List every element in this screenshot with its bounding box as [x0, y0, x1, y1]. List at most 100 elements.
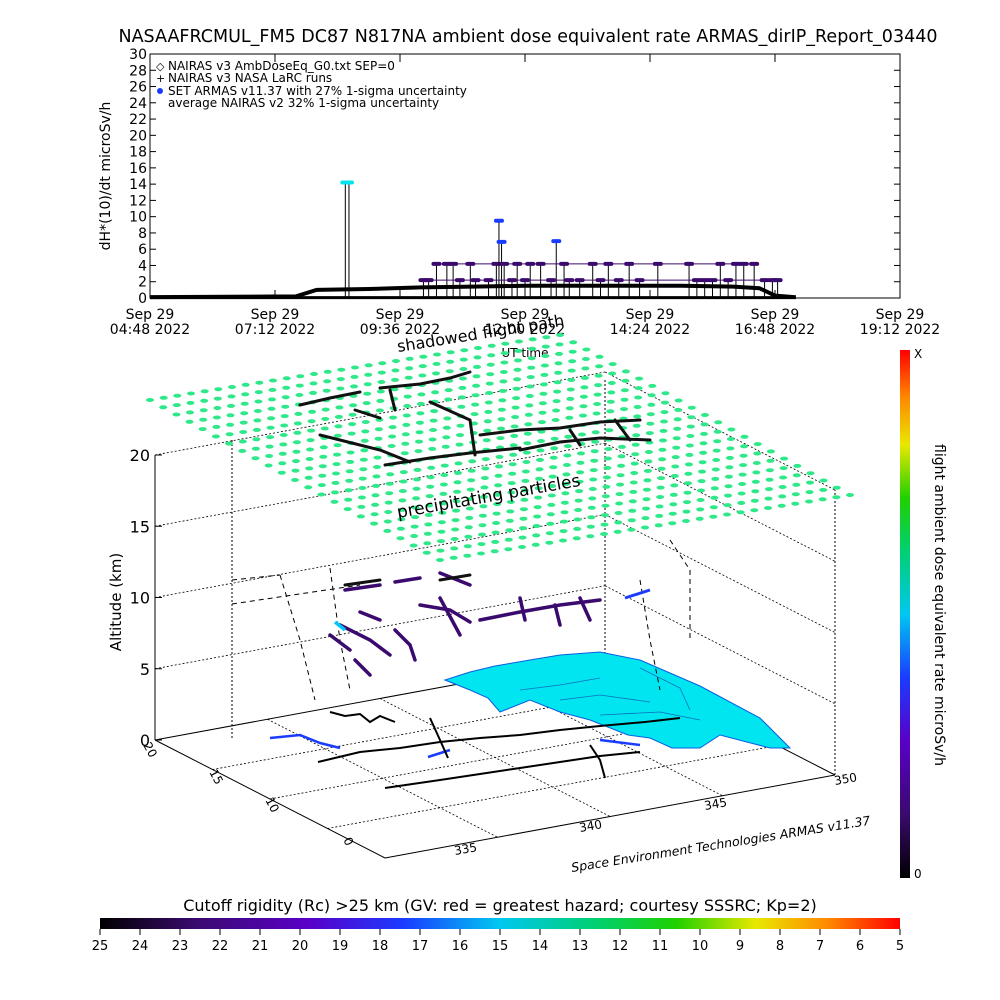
particle-dot: [429, 418, 438, 423]
particle-dot: [425, 494, 434, 499]
particle-dot: [526, 384, 535, 389]
particle-dot: [227, 394, 236, 399]
particle-dot: [601, 494, 610, 499]
particle-dot: [658, 447, 667, 452]
particle-dot: [539, 391, 548, 396]
particle-dot: [281, 395, 290, 400]
particle-dot: [709, 514, 718, 519]
particle-dot: [291, 468, 300, 473]
wall-grid-line-right: [604, 442, 836, 562]
particle-dot: [398, 489, 407, 493]
cutoff-tick-label: 7: [816, 939, 824, 954]
particle-dot: [539, 382, 548, 387]
particle-dot: [635, 376, 644, 381]
particle-dot: [655, 513, 664, 518]
particle-dot: [766, 449, 775, 454]
particle-dot: [471, 402, 480, 407]
particle-dot: [793, 463, 802, 468]
particle-dot: [508, 471, 517, 476]
particle-dot: [541, 354, 550, 358]
particle-dot: [305, 457, 314, 461]
particle-dot: [616, 473, 625, 478]
particle-dot: [357, 504, 366, 509]
top-y-tick-label: 14: [129, 177, 147, 193]
particle-dot: [740, 444, 749, 449]
particle-dot: [506, 509, 515, 514]
particle-dot: [199, 408, 208, 413]
particle-dot: [563, 453, 572, 458]
particle-dot: [791, 501, 800, 506]
particle-dot: [277, 470, 286, 475]
particle-dot: [620, 397, 629, 402]
particle-dot: [385, 481, 394, 486]
particle-dot: [515, 339, 523, 344]
particle-dot: [423, 531, 432, 536]
particle-dot: [628, 508, 637, 513]
particle-dot: [700, 422, 709, 427]
particle-dot: [307, 428, 316, 433]
particle-dot: [648, 383, 657, 388]
particle-dot: [566, 387, 575, 392]
particle-dot: [643, 478, 652, 483]
particle-dot: [616, 482, 625, 487]
particle-dot: [371, 502, 380, 507]
particle-dot: [292, 440, 301, 445]
particle-dot: [686, 434, 695, 438]
altitude-tick-label: 5: [140, 660, 150, 679]
particle-dot: [159, 405, 168, 410]
particle-dot: [374, 427, 383, 432]
particle-dot: [752, 461, 761, 465]
wall-grid-line: [154, 442, 606, 527]
cutoff-tick-label: 21: [252, 939, 269, 954]
particle-dot: [483, 428, 492, 433]
top-y-axis-label: dH*(10)/dt microSv/h: [98, 102, 114, 251]
particle-dot: [615, 501, 624, 506]
particle-dot: [674, 398, 683, 403]
particle-dot: [594, 373, 603, 378]
top-y-tick-label: 22: [129, 112, 147, 128]
particle-dot: [436, 558, 444, 562]
particle-dot: [738, 472, 747, 477]
particle-dot: [750, 498, 759, 503]
particle-dot: [186, 400, 195, 405]
particle-dot: [255, 380, 264, 385]
top-y-tick-label: 4: [138, 258, 147, 274]
particle-dot: [531, 542, 540, 547]
particle-dot: [724, 484, 733, 489]
particle-dot: [356, 514, 365, 519]
particle-dot: [212, 415, 221, 420]
particle-dot: [375, 417, 384, 422]
top-x-tick-label-date: Sep 29: [376, 307, 425, 323]
floor-grid-line: [327, 745, 778, 829]
particle-dot: [723, 512, 731, 517]
particle-dot: [304, 485, 313, 490]
top-x-tick-label-date: Sep 29: [126, 307, 175, 323]
particle-dot: [519, 516, 528, 521]
particle-dot: [425, 503, 434, 508]
particle-dot: [295, 383, 304, 388]
particle-dot: [751, 479, 760, 484]
particle-dot: [698, 469, 707, 474]
particle-dot: [725, 455, 734, 460]
particle-dot: [455, 442, 464, 447]
particle-dot: [364, 363, 373, 368]
particle-dot: [806, 480, 814, 485]
particle-dot: [332, 462, 341, 467]
particle-dot: [336, 377, 345, 382]
particle-dot: [294, 411, 303, 416]
particle-dot: [560, 510, 569, 515]
particle-dot: [457, 395, 466, 400]
particle-dot: [362, 401, 371, 406]
particle-dot: [575, 479, 584, 484]
longitude-tick-label: 335: [453, 840, 478, 858]
particle-dot: [478, 523, 487, 528]
altitude-axis-label: Altitude (km): [107, 553, 125, 651]
floor-grid-line-b: [267, 718, 498, 838]
particle-dot: [752, 470, 761, 475]
particle-dot: [641, 525, 649, 530]
cutoff-rigidity-bar: Cutoff rigidity (Rc) >25 km (GV: red = g…: [92, 896, 904, 954]
particle-dot: [454, 461, 463, 466]
particle-dot: [618, 444, 626, 449]
